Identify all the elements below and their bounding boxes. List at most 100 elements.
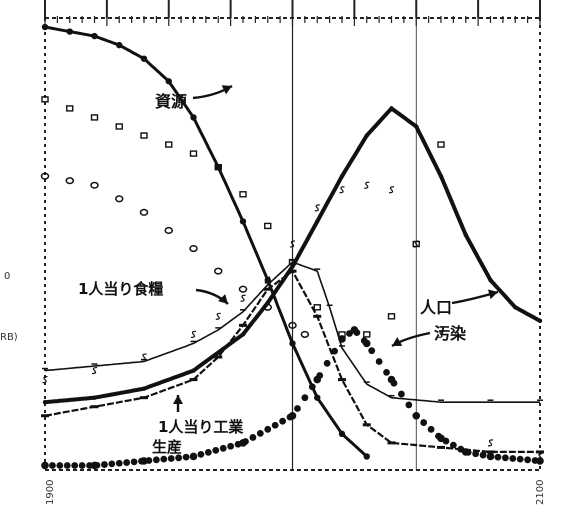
pollution-bead-108: [308, 383, 316, 391]
circle-point-6: [189, 244, 198, 253]
pollution-point-5: [288, 411, 297, 420]
pollution-point-6: [313, 375, 322, 384]
population-point-13: [463, 232, 468, 238]
square-point-12: [338, 331, 346, 338]
pollution-bead-6: [56, 462, 64, 469]
pollution-bead-27: [108, 460, 116, 468]
industry-point-7: [288, 269, 297, 273]
s-mark-point-4: [215, 312, 221, 320]
pollution-bead-144: [398, 390, 405, 398]
square-point-14: [387, 313, 396, 320]
circle-point-0: [40, 172, 50, 180]
pollution-bead-102: [294, 405, 301, 412]
square-point-13: [363, 331, 371, 338]
pollution-bead-147: [405, 401, 413, 409]
population-point-15: [513, 305, 518, 310]
s-mark-point-2: [141, 353, 147, 361]
industry-point-13: [486, 450, 495, 454]
pollution-point-10: [387, 375, 396, 384]
circle-point-4: [139, 208, 149, 216]
square-point-7: [214, 163, 222, 171]
square-point-3: [115, 123, 123, 130]
pollution-bead-66: [204, 448, 212, 456]
industry-point-0: [41, 414, 49, 418]
population-point-11: [414, 124, 419, 129]
pollution-point-0: [41, 461, 49, 470]
industry-point-3: [189, 378, 198, 382]
circle-point-11: [300, 330, 310, 338]
industry-point-1: [90, 405, 99, 409]
pollution-point-1: [90, 461, 99, 470]
circle-point-5: [164, 226, 173, 234]
label-food: 1人当り食糧: [78, 280, 163, 298]
population-point-6: [290, 264, 295, 269]
s-mark-point-13: [438, 330, 444, 338]
label-industry-line1: 1人当り工業: [158, 418, 244, 436]
series-5: [41, 96, 445, 338]
pollution-bead-75: [227, 442, 235, 450]
pollution-point-15: [536, 457, 544, 465]
industry-point-14: [536, 450, 544, 454]
population-point-10: [389, 106, 394, 111]
population-point-3: [191, 368, 196, 373]
resource-point-10: [289, 340, 296, 347]
resource-point-11: [314, 394, 321, 401]
industry-point-9: [338, 378, 346, 382]
resource-point-3: [116, 41, 123, 49]
pollution-point-8: [350, 326, 359, 334]
population-point-9: [364, 133, 369, 138]
pollution-bead-90: [264, 425, 272, 433]
pollution-bead-186: [501, 454, 509, 462]
pollution-bead-12: [71, 462, 79, 469]
pollution-point-3: [189, 452, 198, 461]
square-point-11: [313, 304, 321, 311]
pollution-bead-15: [78, 462, 86, 469]
s-mark-point-5: [240, 294, 246, 302]
arrow-industry-head: [173, 395, 183, 404]
label-industry-line2: 生産: [152, 438, 182, 456]
arrow-pollution-head: [392, 337, 403, 346]
circle-point-3: [115, 195, 124, 203]
pollution-bead-48: [160, 455, 168, 463]
square-point-4: [140, 132, 148, 139]
resource-point-6: [190, 114, 197, 121]
industry-point-2: [140, 396, 148, 400]
resource-point-13: [363, 453, 370, 460]
pollution-bead-57: [182, 453, 190, 461]
pollution-point-12: [437, 434, 445, 443]
circle-point-8: [238, 285, 248, 293]
arrow-population-head: [488, 289, 498, 300]
s-mark-point-6: [265, 276, 271, 284]
population-point-14: [488, 277, 493, 283]
pollution-point-14: [486, 452, 495, 461]
series-0: [41, 23, 370, 460]
arrows-layer: [173, 84, 499, 412]
pollution-bead-177: [479, 451, 487, 459]
industry-point-12: [437, 445, 445, 449]
industry-point-6: [263, 287, 272, 291]
industry-point-10: [362, 423, 371, 427]
resource-point-4: [140, 55, 148, 62]
series-1: [42, 259, 543, 403]
pollution-bead-72: [219, 444, 227, 452]
pollution-bead-84: [249, 434, 257, 441]
pollution-bead-195: [524, 456, 532, 464]
population-point-12: [438, 174, 444, 179]
pollution-bead-51: [167, 455, 175, 462]
pollution-point-13: [461, 448, 470, 456]
series-6: [40, 172, 310, 338]
resource-point-2: [91, 32, 98, 40]
industry-point-11: [387, 441, 396, 445]
resource-line: [44, 25, 368, 458]
circle-point-10: [288, 321, 297, 329]
label-resource: 資源: [155, 92, 187, 111]
x-start-tick-label: 1900: [45, 480, 56, 505]
s-mark-point-8: [314, 204, 320, 212]
pollution-point-2: [140, 457, 148, 465]
population-point-4: [240, 332, 246, 337]
resource-point-7: [215, 163, 222, 171]
square-point-10: [288, 258, 297, 266]
circle-point-2: [90, 181, 99, 189]
s-mark-point-7: [289, 240, 296, 248]
